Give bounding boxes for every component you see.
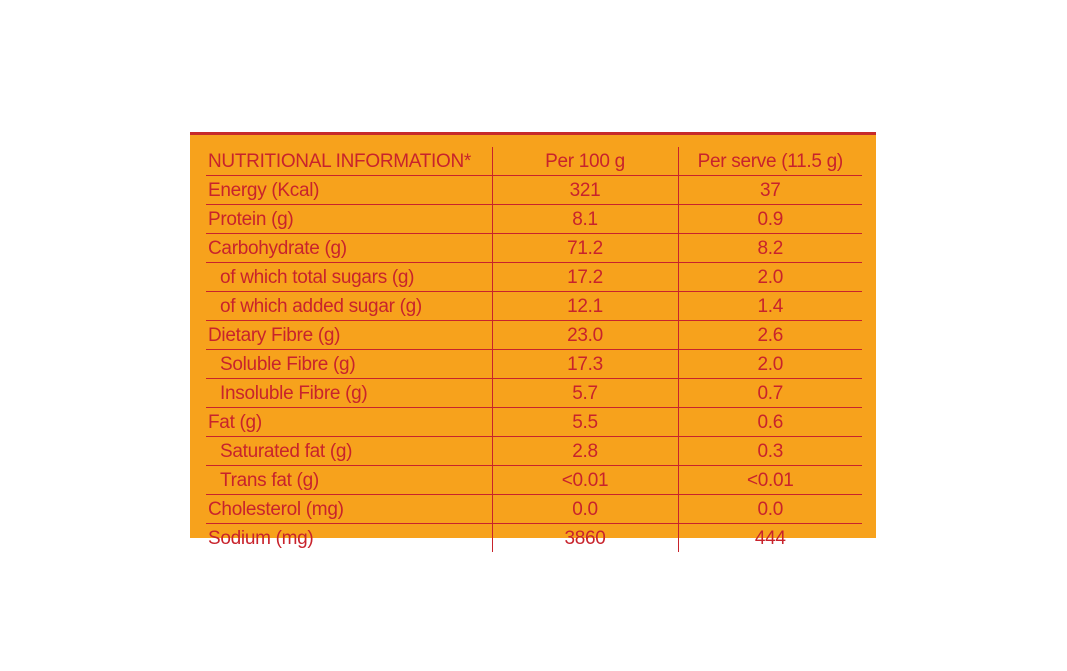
per-serve-value: 0.7 [678,378,862,408]
per-serve-value: 2.0 [678,349,862,379]
nutrient-label: Sodium (mg) [206,523,493,552]
per-serve-value: 2.0 [678,262,862,292]
per-100g-value: 8.1 [492,204,679,234]
table-row: of which added sugar (g) 12.1 1.4 [206,291,862,321]
per-100g-value: 5.5 [492,407,679,437]
nutrient-label: Soluble Fibre (g) [206,349,493,379]
table-row: Insoluble Fibre (g) 5.7 0.7 [206,378,862,408]
nutrient-label: Carbohydrate (g) [206,233,493,263]
nutrient-label: Cholesterol (mg) [206,494,493,524]
per-100g-value: 12.1 [492,291,679,321]
per-serve-value: 2.6 [678,320,862,350]
per-serve-value: 0.9 [678,204,862,234]
table-row: Carbohydrate (g) 71.2 8.2 [206,233,862,263]
table-row: Energy (Kcal) 321 37 [206,175,862,205]
nutrient-label: of which total sugars (g) [206,262,493,292]
nutrient-label: Fat (g) [206,407,493,437]
nutrient-label: Trans fat (g) [206,465,493,495]
per-100g-value: 2.8 [492,436,679,466]
per-serve-value: 8.2 [678,233,862,263]
per-100g-value: 23.0 [492,320,679,350]
per-100g-value: 321 [492,175,679,205]
nutrient-label: Saturated fat (g) [206,436,493,466]
table-row: of which total sugars (g) 17.2 2.0 [206,262,862,292]
per-100g-value: 3860 [492,523,679,552]
table-row: Cholesterol (mg) 0.0 0.0 [206,494,862,524]
per-100g-value: 71.2 [492,233,679,263]
per-serve-value: 0.0 [678,494,862,524]
table-row: Soluble Fibre (g) 17.3 2.0 [206,349,862,379]
nutrition-table: NUTRITIONAL INFORMATION* Per 100 g Per s… [206,147,862,552]
header-per-serve: Per serve (11.5 g) [678,147,862,176]
nutrient-label: Protein (g) [206,204,493,234]
header-nutrient: NUTRITIONAL INFORMATION* [206,147,493,176]
table-row: Protein (g) 8.1 0.9 [206,204,862,234]
per-serve-value: 0.3 [678,436,862,466]
table-header-row: NUTRITIONAL INFORMATION* Per 100 g Per s… [206,147,862,176]
per-100g-value: 0.0 [492,494,679,524]
table-row: Fat (g) 5.5 0.6 [206,407,862,437]
table-row: Sodium (mg) 3860 444 [206,523,862,552]
nutrient-label: Energy (Kcal) [206,175,493,205]
per-serve-value: 444 [754,527,786,549]
nutrient-label: Insoluble Fibre (g) [206,378,493,408]
per-serve-value: 1.4 [678,291,862,321]
table-row: Trans fat (g) <0.01 <0.01 [206,465,862,495]
per-100g-value: 17.3 [492,349,679,379]
table-row: Dietary Fibre (g) 23.0 2.6 [206,320,862,350]
per-100g-value: 17.2 [492,262,679,292]
per-serve-value: 37 [678,175,862,205]
table-row: Saturated fat (g) 2.8 0.3 [206,436,862,466]
per-serve-value: 0.6 [678,407,862,437]
per-100g-value: 5.7 [492,378,679,408]
nutrient-label: Dietary Fibre (g) [206,320,493,350]
nutrition-panel: NUTRITIONAL INFORMATION* Per 100 g Per s… [190,132,876,552]
per-100g-value: <0.01 [492,465,679,495]
header-per-100g: Per 100 g [492,147,679,176]
nutrient-label: of which added sugar (g) [206,291,493,321]
per-serve-value: <0.01 [678,465,862,495]
